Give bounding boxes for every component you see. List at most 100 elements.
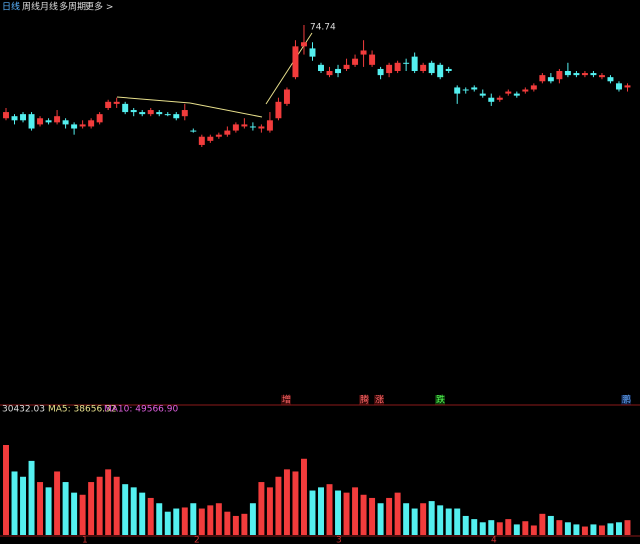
volume-bar	[275, 476, 282, 535]
tab[interactable]: 日线	[2, 1, 20, 13]
candle-body	[360, 50, 367, 55]
volume-label: 30432.03	[2, 405, 45, 415]
candle-body	[318, 64, 324, 72]
signal: 涨	[375, 395, 384, 406]
candle-body	[505, 91, 512, 94]
volume-bar	[445, 508, 452, 535]
volume-bar	[564, 522, 571, 535]
candle-body	[96, 114, 103, 123]
x-label: 3	[336, 536, 342, 544]
volume-bar	[394, 492, 401, 535]
signal: 腾	[360, 394, 369, 406]
candle-body	[11, 116, 18, 121]
candle-body	[207, 136, 214, 141]
volume-bar	[105, 469, 112, 535]
trend-line	[116, 96, 191, 104]
signal-badge	[359, 395, 369, 405]
candle-body	[258, 126, 265, 129]
candle-body	[20, 114, 27, 121]
candle-body	[556, 71, 563, 80]
candle-body	[479, 93, 486, 96]
volume-bar	[496, 522, 503, 535]
volume-bar	[147, 497, 154, 535]
candle-body	[62, 120, 69, 125]
signal: 增	[282, 394, 291, 406]
candle-body	[122, 103, 129, 113]
volume-bar	[54, 471, 61, 535]
candle-body	[173, 114, 180, 119]
candle-body	[45, 120, 52, 123]
volume-bar	[598, 525, 605, 535]
volume-bar	[292, 471, 299, 535]
candle-body	[266, 120, 273, 131]
volume-bar	[335, 490, 342, 535]
candle-body	[539, 75, 546, 82]
volume-bar	[607, 523, 614, 535]
candle-body	[488, 97, 495, 102]
candle-body	[403, 62, 410, 64]
signal-badge	[621, 395, 631, 405]
tab[interactable]: 月线	[40, 1, 58, 13]
candle-body	[224, 130, 231, 135]
candle-body	[522, 89, 529, 92]
trend-line	[189, 102, 263, 118]
candle-body	[113, 101, 120, 104]
signal-badge	[374, 395, 384, 405]
tab[interactable]: 多周期	[59, 1, 86, 13]
candle-body	[343, 64, 350, 69]
volume-bar	[513, 524, 520, 535]
volume-bar	[300, 458, 307, 535]
volume-bar	[471, 519, 478, 535]
volume-bar	[437, 505, 444, 535]
candle-body	[292, 46, 299, 78]
volume-bar	[411, 508, 418, 535]
candle-body	[164, 114, 171, 116]
volume-bar	[37, 482, 44, 535]
volume-bar	[181, 507, 188, 535]
volume-bar	[624, 520, 631, 535]
volume-bar	[590, 524, 597, 535]
candle-body	[445, 68, 452, 72]
candle-body	[71, 124, 78, 129]
volume-bar	[190, 503, 197, 535]
candle-body	[369, 54, 376, 65]
candle-body	[3, 112, 9, 119]
volume-bar	[530, 525, 537, 535]
candle-body	[394, 62, 401, 72]
ma5-label: MA5: 38656.32	[48, 405, 116, 415]
candle-body	[598, 75, 605, 78]
volume-bar	[488, 520, 495, 535]
candle-body	[283, 89, 290, 104]
volume-bar	[164, 511, 171, 535]
volume-bar	[11, 471, 18, 535]
candle-body	[624, 85, 631, 88]
volume-bar	[130, 487, 137, 535]
candle-body	[232, 124, 239, 131]
candle-body	[28, 114, 35, 129]
candle-body	[496, 97, 503, 100]
volume-bar	[462, 515, 469, 535]
volume-bar	[122, 484, 129, 535]
volume-bar	[249, 503, 256, 535]
candle-body	[139, 112, 146, 115]
volume-bar	[20, 476, 27, 535]
candle-body	[249, 126, 256, 128]
candle-body	[300, 42, 307, 47]
volume-bar	[377, 503, 384, 535]
candle-body	[105, 101, 112, 108]
volume-bar	[3, 445, 9, 535]
candle-body	[420, 64, 427, 72]
signal: 鹏	[622, 394, 631, 406]
volume-bar	[343, 492, 350, 535]
volume-bar	[139, 492, 146, 535]
volume-bar	[403, 503, 410, 535]
candle-body	[377, 68, 384, 76]
volume-bar	[420, 503, 427, 535]
volume-bar	[198, 508, 205, 535]
candle-body	[386, 64, 393, 74]
tab[interactable]: 周线	[22, 1, 40, 13]
tab[interactable]: 更多 >	[85, 1, 113, 13]
volume-bar	[232, 515, 239, 535]
candle-body	[198, 136, 205, 145]
